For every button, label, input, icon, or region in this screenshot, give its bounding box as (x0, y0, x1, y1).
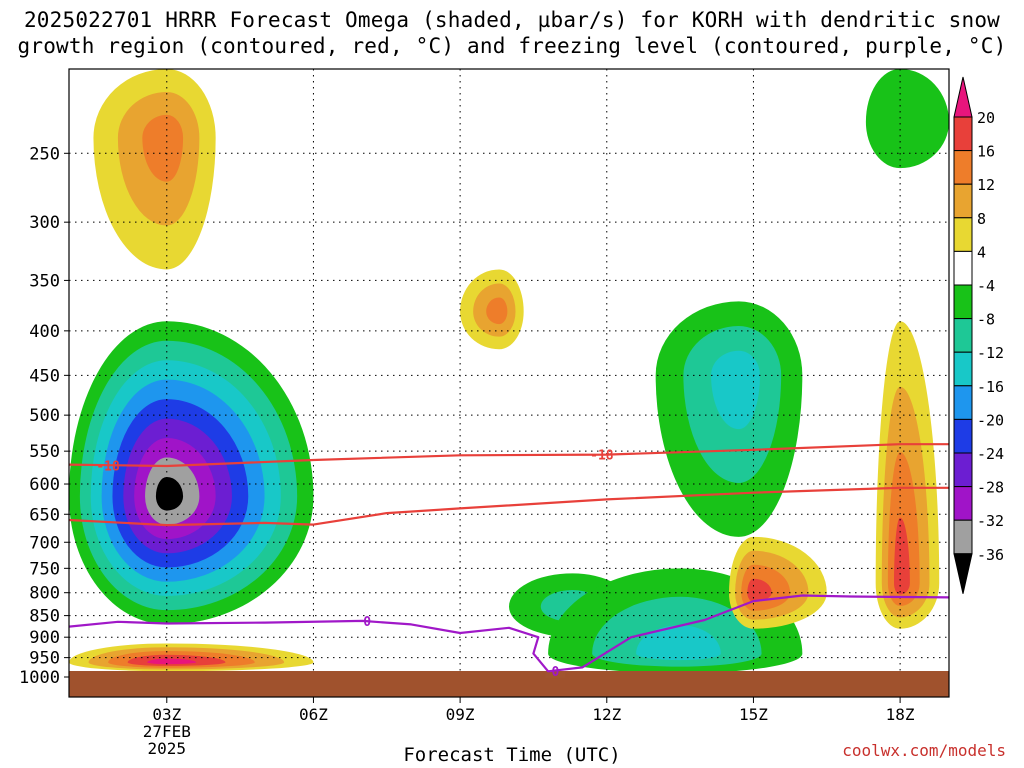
y-tick-label-800: 800 (29, 584, 60, 604)
colorbar-label-4: 4 (977, 243, 986, 261)
x-tick-label-12-0: 12Z (592, 705, 621, 724)
x-tick-label-3-0: 03Z (152, 705, 181, 724)
colorbar-label-7: -12 (977, 344, 1004, 362)
omega-region-0-level-8 (155, 476, 184, 511)
chart-title-line-2: growth region (contoured, red, °C) and f… (17, 34, 1007, 58)
x-tick-label-9-0: 09Z (446, 705, 475, 724)
y-tick-label-850: 850 (29, 607, 60, 627)
contour-lines (69, 443, 949, 673)
colorbar-label-5: -4 (977, 277, 995, 295)
colorbar-label-13: -36 (977, 546, 1004, 564)
colorbar-band-13 (953, 519, 973, 555)
plot-frame (68, 68, 950, 698)
y-tick-label-500: 500 (29, 406, 60, 426)
colorbar-band-8 (953, 351, 973, 387)
colorbar-label-9: -20 (977, 411, 1004, 429)
x-tick-label-6-0: 06Z (299, 705, 328, 724)
omega-shading (69, 69, 949, 674)
freezing-level-line-label-0: 0 (363, 615, 371, 630)
freezing-level-line-label-1: 0 (552, 665, 560, 680)
y-tick-label-1000: 1000 (19, 668, 60, 688)
colorbar-band-5 (953, 250, 973, 286)
colorbar-top-arrow (953, 76, 973, 118)
dgz-isotherm-upper (69, 443, 949, 468)
omega-region-3-level-2 (486, 297, 508, 325)
x-tick-label-18-0: 18Z (886, 705, 915, 724)
dgz-isotherm-upper-label-0: -18 (96, 459, 120, 474)
colorbar-band-3 (953, 183, 973, 219)
colorbar-band-7 (953, 318, 973, 353)
y-tick-label-650: 650 (29, 505, 60, 525)
colorbar-band-1 (953, 116, 973, 152)
colorbar-label-1: 16 (977, 143, 995, 161)
contour-labels: -18 -18 0 0 (96, 449, 614, 680)
colorbar-band-11 (953, 452, 973, 488)
ground-surface (69, 671, 949, 697)
omega-region-5-level-2 (636, 625, 721, 661)
omega-region-7-level-3 (747, 578, 772, 602)
y-tick-label-550: 550 (29, 442, 60, 462)
y-tick-label-950: 950 (29, 649, 60, 669)
omega-region-8-level-3 (893, 517, 910, 595)
colorbar: 20 16 12 8 4 -4 -8 -12 -16 -20 -24 -28 -32 -36 (953, 76, 1004, 594)
colorbar-label-6: -8 (977, 311, 995, 329)
omega-region-1-level-2 (142, 114, 184, 182)
source-credit: coolwx.com/models (842, 741, 1006, 760)
y-tick-label-450: 450 (29, 366, 60, 386)
y-axis: 2503003504004505005506006507007508008509… (19, 144, 69, 688)
y-tick-label-250: 250 (29, 144, 60, 164)
colorbar-band-10 (953, 418, 973, 454)
colorbar-label-3: 8 (977, 210, 986, 228)
colorbar-band-12 (953, 486, 973, 521)
x-tick-label-3-2: 2025 (148, 739, 187, 758)
chart-title-line-1: 2025022701 HRRR Forecast Omega (shaded, … (23, 8, 1001, 32)
x-axis-label: Forecast Time (UTC) (403, 744, 621, 766)
omega-region-9-level-0 (865, 69, 949, 169)
colorbar-band-9 (953, 385, 973, 420)
freezing-level-line (69, 594, 949, 673)
y-tick-label-700: 700 (29, 533, 60, 553)
x-tick-label-15-0: 15Z (739, 705, 768, 724)
y-tick-label-350: 350 (29, 271, 60, 291)
colorbar-label-0: 20 (977, 109, 995, 127)
omega-region-2-level-4 (147, 658, 197, 665)
grid-lines (69, 69, 949, 697)
y-tick-label-750: 750 (29, 559, 60, 579)
colorbar-label-2: 12 (977, 176, 995, 194)
y-tick-label-400: 400 (29, 322, 60, 342)
colorbar-bottom-arrow (953, 553, 973, 594)
colorbar-label-11: -28 (977, 479, 1004, 497)
omega-region-6-level-2 (711, 350, 760, 430)
y-tick-label-600: 600 (29, 475, 60, 495)
y-tick-label-300: 300 (29, 213, 60, 233)
dgz-isotherm-lower (69, 486, 949, 527)
dgz-isotherm-upper-label-1: -18 (590, 449, 614, 464)
colorbar-band-4 (953, 217, 973, 252)
colorbar-label-10: -24 (977, 445, 1004, 463)
y-tick-label-900: 900 (29, 628, 60, 648)
colorbar-label-8: -16 (977, 378, 1004, 396)
colorbar-band-2 (953, 150, 973, 185)
x-tick-label-3-1: 27FEB (143, 722, 191, 741)
colorbar-label-12: -32 (977, 512, 1004, 530)
colorbar-band-6 (953, 284, 973, 320)
